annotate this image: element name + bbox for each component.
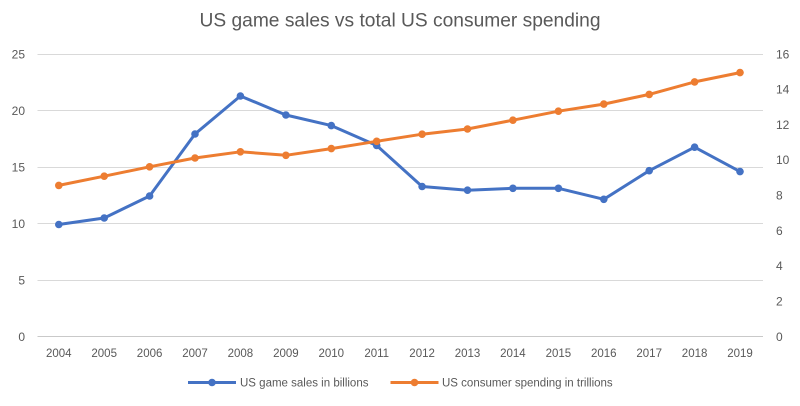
svg-text:10: 10 [12,217,26,231]
svg-text:2012: 2012 [409,348,435,360]
svg-text:4: 4 [776,259,783,273]
svg-text:12: 12 [776,118,790,132]
svg-text:5: 5 [18,273,25,287]
svg-text:10: 10 [776,153,790,167]
svg-text:2011: 2011 [364,348,389,360]
svg-text:2006: 2006 [137,348,163,360]
svg-text:0: 0 [776,330,783,344]
svg-text:2009: 2009 [273,348,299,360]
svg-text:15: 15 [12,160,26,174]
svg-text:2015: 2015 [546,348,572,360]
svg-text:2014: 2014 [500,348,526,360]
svg-text:2005: 2005 [91,348,117,360]
svg-text:16: 16 [776,47,790,61]
svg-text:20: 20 [12,104,26,118]
svg-text:8: 8 [776,189,783,203]
svg-text:US game sales in billions: US game sales in billions [240,378,369,390]
svg-text:2007: 2007 [182,348,208,360]
svg-text:US game sales vs total US cons: US game sales vs total US consumer spend… [200,11,601,32]
svg-text:2018: 2018 [682,348,708,360]
svg-text:2019: 2019 [727,348,753,360]
svg-text:14: 14 [776,83,790,97]
svg-text:6: 6 [776,224,783,238]
svg-text:2017: 2017 [636,348,662,360]
svg-text:2010: 2010 [319,348,345,360]
svg-text:2008: 2008 [228,348,254,360]
svg-text:25: 25 [12,47,26,61]
svg-text:2013: 2013 [455,348,481,360]
svg-text:2016: 2016 [591,348,617,360]
svg-text:0: 0 [18,330,25,344]
svg-text:US consumer spending in trilli: US consumer spending in trillions [442,378,613,390]
svg-text:2: 2 [776,295,783,309]
svg-text:2004: 2004 [46,348,72,360]
